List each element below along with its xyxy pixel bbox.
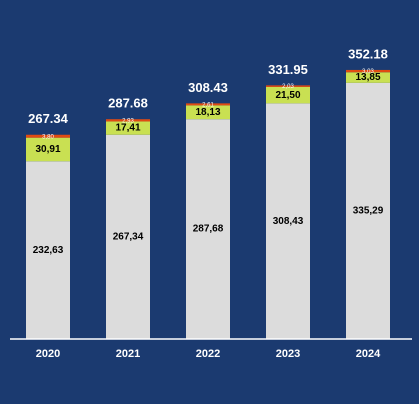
bar-segment-base-2023 [266,103,310,339]
x-tick-label-2021: 2021 [116,348,140,360]
segment-label-top-2022: 2,61 [202,102,214,108]
bar-segment-top-2020 [26,134,70,138]
total-label-2024: 352.18 [348,46,388,61]
bar-segment-top-2023 [266,85,310,87]
x-tick-label-2020: 2020 [36,348,60,360]
segment-label-middle-2020: 30,91 [35,144,60,155]
bar-segment-base-2020 [26,161,70,339]
total-label-2021: 287.68 [108,96,148,111]
total-label-2020: 267.34 [28,111,69,126]
total-label-2023: 331.95 [268,62,308,77]
x-tick-label-2023: 2023 [276,348,300,360]
segment-label-top-2020: 3,80 [42,134,54,140]
segment-label-middle-2023: 21,50 [275,90,300,101]
bar-segment-top-2022 [186,103,230,106]
bar-segment-middle-2023 [266,86,310,104]
segment-label-middle-2022: 18,13 [195,107,220,118]
bar-segment-top-2024 [346,69,390,73]
bar-segment-middle-2021 [106,121,150,135]
bar-segment-top-2021 [106,119,150,122]
segment-label-base-2024: 335,29 [353,206,384,217]
x-tick-label-2024: 2024 [356,348,381,360]
x-tick-label-2022: 2022 [196,348,220,360]
segment-label-base-2020: 232,63 [33,245,64,256]
segment-label-base-2021: 267,34 [113,232,144,243]
segment-label-middle-2024: 13,85 [355,72,380,83]
bar-segment-middle-2022 [186,105,230,120]
segment-label-base-2022: 287,68 [193,224,224,235]
bar-segment-base-2024 [346,82,390,339]
segment-label-middle-2021: 17,41 [115,123,140,134]
bar-segment-base-2021 [106,134,150,339]
total-label-2022: 308.43 [188,80,228,95]
segment-label-top-2023: 2,03 [282,84,294,90]
bar-segment-base-2022 [186,119,230,339]
bar-segment-middle-2020 [26,137,70,162]
segment-label-top-2021: 2,93 [122,118,134,124]
segment-label-base-2023: 308,43 [273,216,304,227]
bar-segment-middle-2024 [346,72,390,83]
segment-label-top-2024: 3,03 [362,69,374,75]
